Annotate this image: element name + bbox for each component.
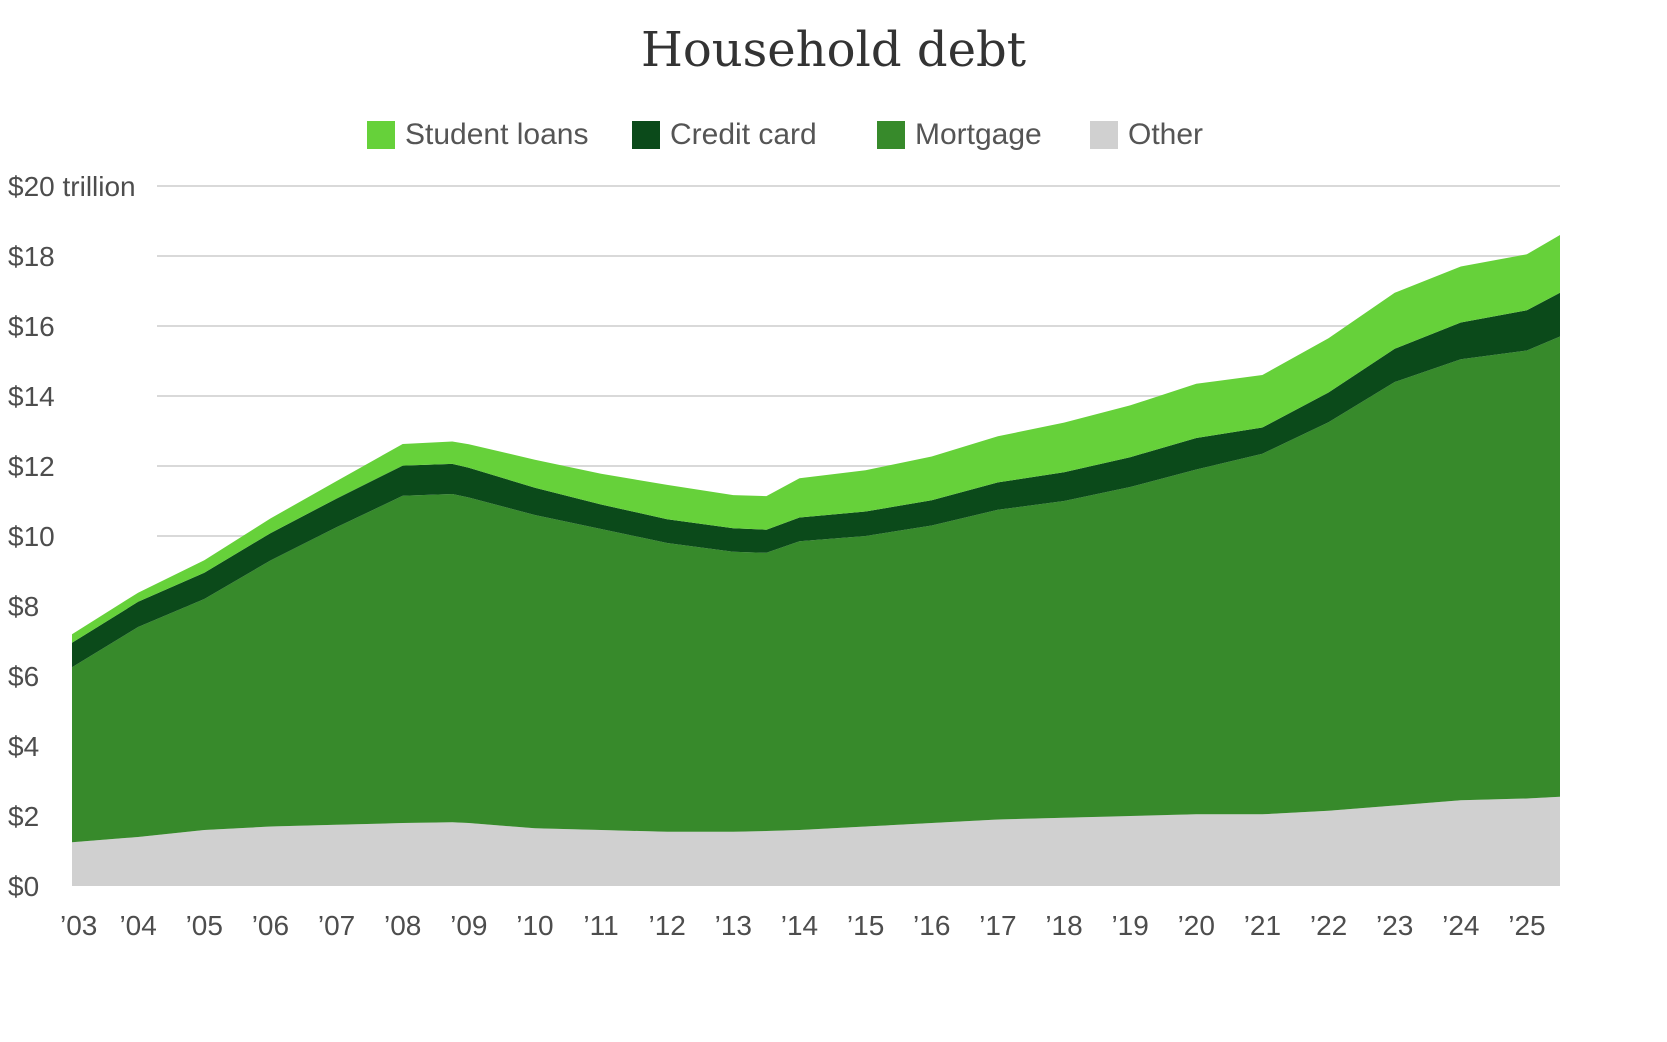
legend-item-other: Other <box>1090 118 1203 152</box>
legend-swatch-credit-card <box>632 121 660 149</box>
y-tick-label: $12 <box>8 451 55 482</box>
x-tick-label: ’12 <box>649 910 686 941</box>
legend-label-mortgage: Mortgage <box>915 118 1042 151</box>
y-tick-label: $0 <box>8 871 39 902</box>
x-tick-label: ’10 <box>516 910 553 941</box>
legend: Student loans Credit card Mortgage Other <box>0 118 1667 158</box>
legend-item-student-loans: Student loans <box>367 118 588 152</box>
x-tick-label: ’03 <box>60 910 97 941</box>
y-tick-label: $2 <box>8 801 39 832</box>
y-axis-labels: $0 $2 $4 $6 $8 $10 $12 $14 $16 $18 $20 trillion <box>8 171 136 902</box>
x-tick-label: ’22 <box>1310 910 1347 941</box>
x-tick-label: ’11 <box>583 910 618 941</box>
x-tick-label: ’06 <box>252 910 289 941</box>
x-tick-label: ’09 <box>450 910 487 941</box>
x-tick-label: ’24 <box>1442 910 1479 941</box>
x-tick-label: ’05 <box>186 910 223 941</box>
area-other <box>72 796 1560 886</box>
legend-swatch-student-loans <box>367 121 395 149</box>
x-tick-label: ’13 <box>715 910 752 941</box>
x-tick-label: ’25 <box>1508 910 1545 941</box>
y-tick-label: $16 <box>8 311 55 342</box>
x-tick-label: ’21 <box>1244 910 1281 941</box>
legend-swatch-other <box>1090 121 1118 149</box>
x-tick-label: ’19 <box>1111 910 1148 941</box>
x-tick-label: ’15 <box>847 910 884 941</box>
y-tick-label: $8 <box>8 591 39 622</box>
legend-item-mortgage: Mortgage <box>877 118 1042 152</box>
stacked-areas <box>72 235 1560 886</box>
legend-label-student-loans: Student loans <box>405 118 589 151</box>
x-tick-label: ’18 <box>1045 910 1082 941</box>
legend-swatch-mortgage <box>877 121 905 149</box>
y-tick-label: $4 <box>8 731 39 762</box>
y-tick-label: $6 <box>8 661 39 692</box>
legend-item-credit-card: Credit card <box>632 118 817 152</box>
x-tick-label: ’07 <box>318 910 355 941</box>
y-tick-label: $10 <box>8 521 55 552</box>
x-tick-label: ’14 <box>781 910 818 941</box>
area-mortgage <box>72 336 1560 843</box>
x-tick-label: ’04 <box>119 910 156 941</box>
x-tick-label: ’08 <box>384 910 421 941</box>
legend-label-other: Other <box>1128 118 1204 151</box>
y-tick-label: $20 trillion <box>8 171 136 202</box>
y-tick-label: $18 <box>8 241 55 272</box>
x-tick-label: ’17 <box>979 910 1016 941</box>
x-tick-label: ’16 <box>913 910 950 941</box>
chart-title: Household debt <box>640 22 1026 78</box>
legend-label-credit-card: Credit card <box>670 118 817 151</box>
x-axis-labels: ’03 ’04 ’05 ’06 ’07 ’08 ’09 ’10 ’11 ’12 ’13 ’14 ’15 ’… <box>60 910 1546 941</box>
x-tick-label: ’23 <box>1376 910 1413 941</box>
y-tick-label: $14 <box>8 381 55 412</box>
x-tick-label: ’20 <box>1178 910 1215 941</box>
